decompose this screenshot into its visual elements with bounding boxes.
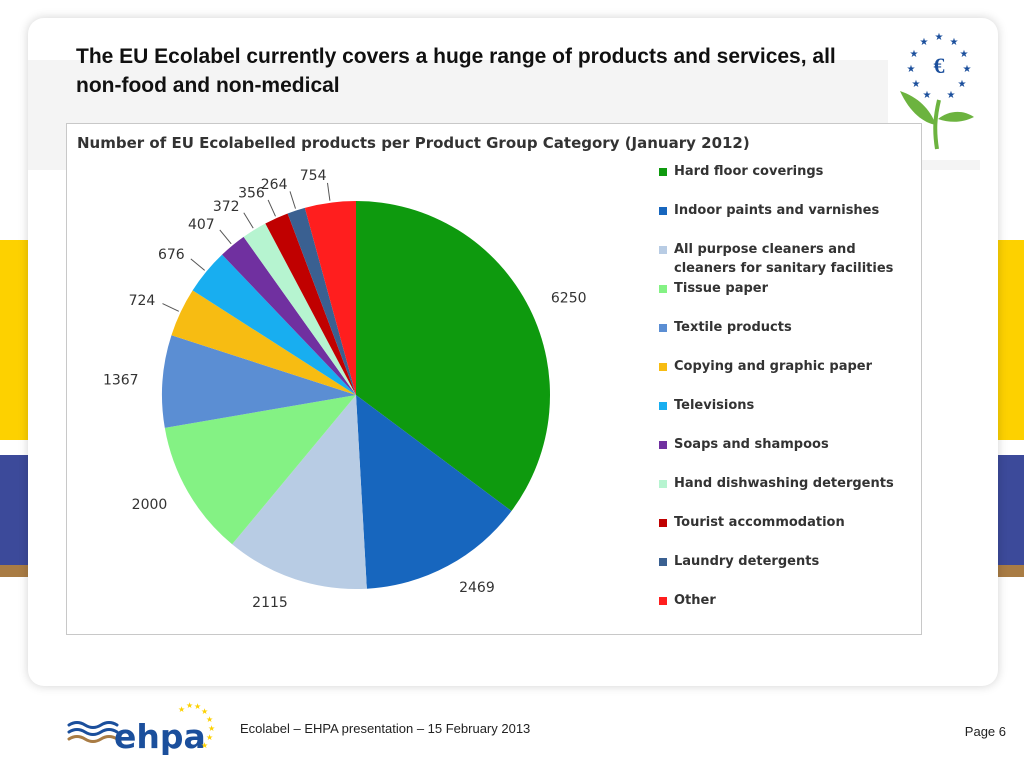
svg-text:★: ★ bbox=[201, 741, 208, 750]
svg-text:★: ★ bbox=[920, 37, 929, 48]
legend-swatch bbox=[659, 168, 667, 176]
legend-swatch bbox=[659, 519, 667, 527]
svg-text:★: ★ bbox=[206, 715, 213, 724]
legend-swatch bbox=[659, 402, 667, 410]
leader-line bbox=[267, 199, 276, 217]
pie-slice-tissue-paper bbox=[164, 395, 356, 545]
legend-swatch bbox=[659, 558, 667, 566]
data-label-copying-and-graphic-paper: 724 bbox=[129, 293, 156, 309]
pie-chart: 6250 2469 2115 2000 1367 724 676 407 372 356 264 75… bbox=[66, 123, 922, 635]
stars-icon: ★ ★ ★ ★ ★ ★ ★ ★ bbox=[178, 701, 215, 750]
legend-label: Copying and graphic paper bbox=[674, 359, 873, 374]
legend-label: Hard floor coverings bbox=[674, 164, 824, 179]
legend-label: Hand dishwashing detergents bbox=[674, 476, 894, 491]
legend-swatch bbox=[659, 441, 667, 449]
svg-text:★: ★ bbox=[201, 707, 208, 716]
svg-text:★: ★ bbox=[186, 701, 193, 710]
legend-label: Soaps and shampoos bbox=[674, 437, 829, 452]
legend-label: Other bbox=[674, 593, 716, 608]
leader-line bbox=[162, 303, 180, 312]
svg-text:★: ★ bbox=[194, 702, 201, 711]
pie-slice-indoor-paints-and-varnishes bbox=[356, 395, 512, 589]
legend-swatch bbox=[659, 363, 667, 371]
data-label-indoor-paints-and-varnishes: 2469 bbox=[459, 580, 495, 596]
footer-text: Ecolabel – EHPA presentation – 15 Februa… bbox=[240, 721, 531, 736]
data-label-other: 754 bbox=[300, 168, 327, 184]
pie-slice-hard-floor-coverings bbox=[356, 201, 551, 512]
pie-slice-televisions bbox=[192, 254, 356, 395]
svg-text:★: ★ bbox=[206, 733, 213, 742]
data-label-televisions: 676 bbox=[158, 247, 185, 263]
pie-slice-all-purpose-cleaners-and-cleaners-for-sanitary-facilities bbox=[232, 395, 367, 590]
pie-slice-textile-products bbox=[162, 335, 356, 428]
data-label-soaps-and-shampoos: 407 bbox=[188, 217, 215, 233]
svg-text:€: € bbox=[934, 53, 945, 78]
data-label-hand-dishwashing-detergents: 372 bbox=[213, 199, 240, 215]
svg-text:★: ★ bbox=[208, 724, 215, 733]
svg-text:★: ★ bbox=[907, 64, 916, 75]
legend-swatch bbox=[659, 207, 667, 215]
svg-text:★: ★ bbox=[912, 79, 921, 90]
svg-text:★: ★ bbox=[958, 79, 967, 90]
chart-title: Number of EU Ecolabelled products per Pr… bbox=[77, 134, 750, 152]
legend-label: Tourist accommodation bbox=[674, 515, 845, 530]
legend-swatch bbox=[659, 480, 667, 488]
legend-label: Tissue paper bbox=[674, 281, 769, 296]
leader-line bbox=[327, 182, 331, 201]
ehpa-logo: ehpa ★ ★ ★ ★ ★ ★ ★ ★ bbox=[66, 700, 221, 760]
legend-swatch bbox=[659, 246, 667, 254]
legend-label: All purpose cleaners and cleaners for sa… bbox=[674, 242, 894, 276]
data-label-tourist-accommodation: 356 bbox=[238, 186, 265, 202]
data-label-hard-floor-coverings: 6250 bbox=[551, 290, 587, 306]
ehpa-logo-text: ehpa bbox=[114, 717, 206, 756]
svg-text:★: ★ bbox=[923, 90, 932, 101]
data-label-tissue-paper: 2000 bbox=[132, 497, 168, 513]
page-number: Page 6 bbox=[964, 724, 1006, 739]
leader-line bbox=[243, 212, 254, 229]
pie-slice-other bbox=[304, 201, 356, 395]
pie-slice-hand-dishwashing-detergents bbox=[243, 223, 356, 395]
legend-label: Textile products bbox=[674, 320, 792, 335]
slide-title: The EU Ecolabel currently covers a huge … bbox=[76, 45, 836, 97]
pie-slice-tourist-accommodation bbox=[265, 213, 356, 395]
data-label-laundry-detergents: 264 bbox=[261, 177, 288, 193]
data-label-all-purpose-cleaners-and-cleaners-for-sanitary-facilities: 2115 bbox=[252, 595, 288, 611]
svg-text:★: ★ bbox=[910, 49, 919, 60]
svg-text:★: ★ bbox=[950, 37, 959, 48]
svg-text:★: ★ bbox=[935, 32, 944, 43]
legend-label: Indoor paints and varnishes bbox=[674, 203, 880, 218]
svg-text:★: ★ bbox=[178, 705, 185, 714]
legend-label: Laundry detergents bbox=[674, 554, 820, 569]
legend-swatch bbox=[659, 285, 667, 293]
svg-text:★: ★ bbox=[947, 90, 956, 101]
eu-flower-logo-icon: ★ ★ ★ ★ ★ ★ ★ ★ ★ ★ ★ € bbox=[900, 32, 974, 150]
legend-label: Televisions bbox=[674, 398, 755, 413]
leader-line bbox=[289, 191, 296, 209]
leader-line bbox=[219, 229, 232, 245]
svg-text:★: ★ bbox=[960, 49, 969, 60]
data-label-textile-products: 1367 bbox=[103, 372, 139, 388]
leader-line bbox=[190, 258, 206, 271]
legend-swatch bbox=[659, 324, 667, 332]
pie-slice-soaps-and-shampoos bbox=[222, 236, 356, 395]
pie-slice-copying-and-graphic-paper bbox=[171, 290, 356, 395]
pie-slice-laundry-detergents bbox=[287, 207, 356, 395]
waves-icon bbox=[67, 721, 119, 743]
svg-text:★: ★ bbox=[963, 64, 972, 75]
legend-swatch bbox=[659, 597, 667, 605]
